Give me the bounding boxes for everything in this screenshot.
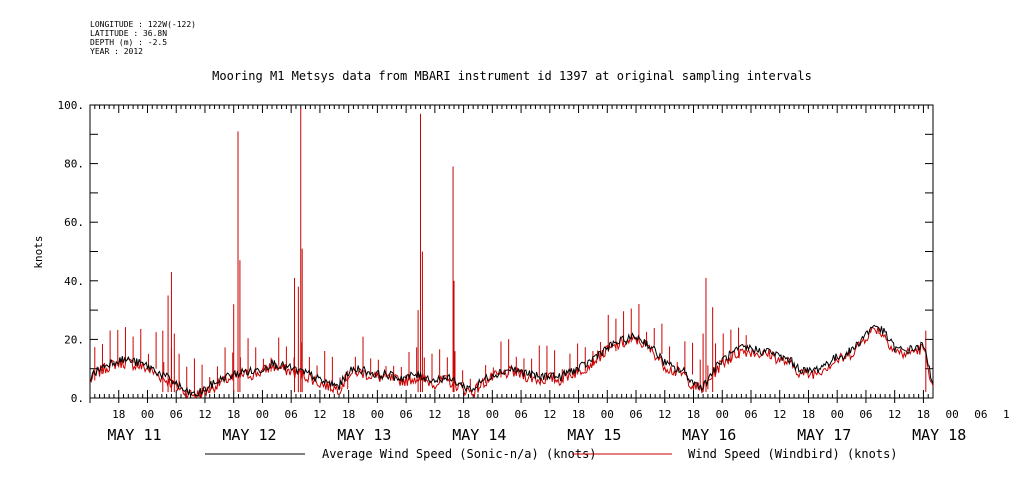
chart-title: Mooring M1 Metsys data from MBARI instru… [212, 69, 812, 83]
x-tick-label: 18 [802, 408, 815, 421]
x-tick-label: 06 [744, 408, 757, 421]
axis-ticks [89, 104, 934, 403]
x-tick-label: 12 [198, 408, 211, 421]
longitude-text: LONGITUDE : 122W(-122) [90, 20, 196, 29]
x-tick-label: 00 [946, 408, 959, 421]
x-tick-label: 06 [514, 408, 527, 421]
x-tick-label: 06 [400, 408, 413, 421]
x-tick-label: 00 [141, 408, 154, 421]
x-tick-label: 18 [687, 408, 700, 421]
y-tick-label: 60. [64, 216, 84, 229]
x-tick-label: 18 [227, 408, 240, 421]
x-tick-label: 18 [112, 408, 125, 421]
x-day-label: MAY 18 [912, 426, 966, 444]
year-text: YEAR : 2012 [90, 47, 143, 56]
y-tick-label: 80. [64, 158, 84, 171]
x-day-label: MAY 12 [222, 426, 276, 444]
legend: Average Wind Speed (Sonic-n/a) (knots) W… [205, 447, 898, 461]
x-tick-label: 06 [285, 408, 298, 421]
x-day-label: MAY 16 [682, 426, 736, 444]
y-tick-label: 0. [71, 392, 84, 405]
x-tick-label: 06 [170, 408, 183, 421]
x-day-label: MAY 13 [337, 426, 391, 444]
x-tick-label: 12 [313, 408, 326, 421]
x-day-labels: MAY 11 MAY 12 MAY 13 MAY 14 MAY 15 MAY 16 MAY … [107, 426, 966, 444]
series-sonic [89, 324, 934, 398]
x-tick-label: 00 [831, 408, 844, 421]
y-tick-label: 40. [64, 275, 84, 288]
x-tick-label: 06 [974, 408, 987, 421]
x-tick-labels: 18 00 06 12 18 00 06 12 18 00 06 12 18 00 06 12 18 00 06 12… [112, 408, 1009, 421]
x-day-label: MAY 15 [567, 426, 621, 444]
x-day-label: MAY 11 [107, 426, 161, 444]
y-axis-label: knots [32, 235, 45, 268]
x-tick-label: 18 [342, 408, 355, 421]
series-sonic-line [89, 324, 934, 398]
x-tick-label: 12 [773, 408, 786, 421]
x-day-label: MAY 17 [797, 426, 851, 444]
x-tick-label: 00 [486, 408, 499, 421]
x-tick-label: 12 [888, 408, 901, 421]
metadata-block: LONGITUDE : 122W(-122) LATITUDE : 36.8N … [90, 20, 196, 56]
x-tick-label: 12 [428, 408, 441, 421]
x-tick-label: 00 [371, 408, 384, 421]
x-tick-label: 18 [572, 408, 585, 421]
y-tick-label: 100. [58, 99, 85, 112]
legend-black-label: Average Wind Speed (Sonic-n/a) (knots) [322, 447, 597, 461]
depth-text: DEPTH (m) : -2.5 [90, 38, 168, 47]
x-tick-label: 00 [716, 408, 729, 421]
series-windbird-line [89, 326, 934, 400]
plot-frame [89, 104, 934, 399]
x-tick-label: 00 [601, 408, 614, 421]
y-tick-label: 20. [64, 333, 84, 346]
x-tick-label: 00 [256, 408, 269, 421]
legend-red-label: Wind Speed (Windbird) (knots) [688, 447, 898, 461]
y-tick-labels: 0. 20. 40. 60. 80. 100. [58, 99, 85, 405]
x-tick-label: 06 [629, 408, 642, 421]
x-tick-label: 18 [917, 408, 930, 421]
x-tick-label: 12 [1003, 408, 1009, 421]
latitude-text: LATITUDE : 36.8N [90, 29, 168, 38]
series-windbird [89, 107, 934, 400]
x-tick-label: 06 [859, 408, 872, 421]
x-day-label: MAY 14 [452, 426, 506, 444]
x-tick-label: 12 [543, 408, 556, 421]
x-tick-label: 18 [457, 408, 470, 421]
x-tick-label: 12 [658, 408, 671, 421]
